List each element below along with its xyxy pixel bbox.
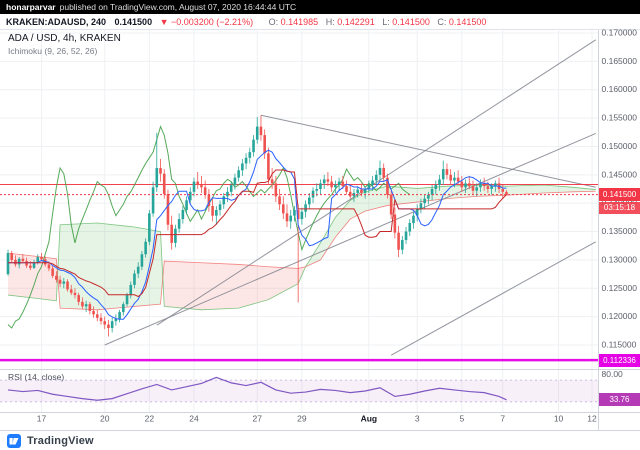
price-tick-label: 0.145000	[602, 169, 638, 179]
ohlc-open-label: O:	[268, 17, 279, 27]
time-tick-label: 3	[415, 414, 420, 424]
ohlc-close-value: 0.141500	[448, 17, 487, 27]
price-tick-label: 0.115000	[602, 340, 637, 350]
time-tick-label: 24	[189, 414, 199, 424]
tradingview-logo-icon[interactable]	[7, 433, 21, 448]
price-tick-label: 0.150000	[602, 141, 638, 151]
plot-layer	[0, 39, 598, 362]
time-tick-label: 27	[253, 414, 263, 424]
publish-bar: honarparvar published on TradingView.com,…	[0, 0, 640, 14]
ohlc-high-value: 0.142291	[337, 17, 375, 27]
ichimoku-cloud	[97, 223, 135, 310]
tradingview-logo-glyph	[9, 437, 19, 444]
ichimoku-tenkan-line	[8, 149, 507, 320]
ichimoku-cloud	[134, 227, 161, 307]
author-name: honarparvar	[6, 2, 56, 12]
time-tick-label: 22	[145, 414, 155, 424]
ichimoku-cloud	[160, 231, 165, 307]
ohlc-open-value: 0.141985	[280, 17, 319, 27]
price-tick-label: 0.165000	[602, 56, 638, 66]
level-price-badge: 0.112336	[599, 354, 640, 367]
ichimoku-cloud	[201, 262, 239, 310]
publish-info: published on TradingView.com, August 07,…	[59, 2, 297, 12]
price-tick-label: 0.155000	[602, 113, 638, 123]
legend-symbol-title[interactable]: ADA / USD, 4h, KRAKEN	[8, 33, 121, 44]
time-tick-label: 5	[459, 414, 464, 424]
symbol-name: KRAKEN:ADAUSD, 240	[6, 17, 107, 27]
time-tick-label: 20	[100, 414, 110, 424]
time-tick-label: 12	[587, 414, 597, 424]
price-tick-label: 0.125000	[602, 283, 638, 293]
bar-countdown-badge: 03:15:18	[599, 202, 640, 214]
ichimoku-cloud	[60, 223, 98, 310]
rsi-pane-label[interactable]: RSI (14, close)	[8, 372, 65, 382]
ichimoku-cloud	[37, 256, 57, 301]
rsi-layer	[0, 376, 598, 403]
ichimoku-cloud	[506, 185, 544, 196]
pane-borders	[0, 30, 640, 431]
time-tick-label: 29	[297, 414, 307, 424]
rsi-line	[7, 376, 507, 401]
time-tick-label: 17	[37, 414, 47, 424]
time-tick-label: 10	[554, 414, 564, 424]
last-price-value: 0.141500	[114, 17, 153, 27]
ichimoku-cloud	[573, 187, 596, 192]
ohlc-close-label: C:	[437, 17, 447, 27]
time-tick-label: 7	[500, 414, 505, 424]
grid-layer	[0, 28, 598, 412]
rsi-value-badge: 33.76	[599, 393, 640, 406]
trendline[interactable]	[260, 114, 596, 188]
ichimoku-cloud	[335, 200, 351, 238]
ichimoku-kijun-line	[8, 169, 507, 298]
footer-bar: TradingView	[0, 431, 640, 450]
price-tick-label: 0.170000	[602, 28, 638, 38]
rsi-tick-label: 80.00	[602, 369, 624, 379]
ichimoku-cloud	[238, 264, 269, 309]
legend-indicator-title[interactable]: Ichimoku (9, 26, 52, 26)	[8, 46, 98, 56]
ichimoku-cloud	[365, 186, 388, 212]
price-tick-label: 0.120000	[602, 311, 638, 321]
ichimoku-cloud	[164, 261, 202, 310]
symbol-info-bar: KRAKEN:ADAUSD, 240 0.141500 ▼ −0.003200 …	[0, 14, 640, 30]
chart-legend[interactable]: ADA / USD, 4h, KRAKEN Ichimoku (9, 26, 5…	[8, 33, 121, 56]
candles-layer	[6, 115, 508, 337]
ohlc-low-value: 0.141500	[392, 17, 430, 27]
price-tick-label: 0.135000	[602, 226, 638, 236]
price-tick-label: 0.130000	[602, 254, 638, 264]
tradingview-brand[interactable]: TradingView	[27, 434, 94, 447]
trendline[interactable]	[390, 241, 597, 356]
last-price-badge: 0.141500	[599, 188, 640, 201]
ichimoku-cloud	[320, 217, 336, 260]
time-tick-label: Aug	[361, 414, 378, 424]
ohlc-high-label: H:	[325, 17, 335, 27]
ichimoku-cloud	[268, 266, 299, 300]
ohlc-low-label: L:	[382, 17, 390, 27]
trendline[interactable]	[104, 132, 596, 346]
price-tick-label: 0.160000	[602, 84, 638, 94]
price-change: ▼ −0.003200 (−2.21%)	[159, 17, 254, 27]
